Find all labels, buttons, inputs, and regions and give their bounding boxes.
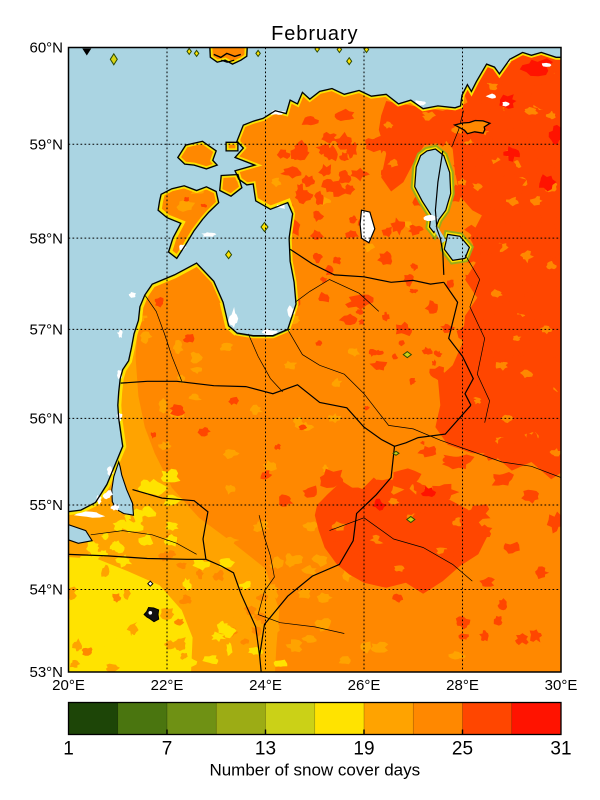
svg-text:February: February xyxy=(271,23,358,45)
svg-text:31: 31 xyxy=(550,739,571,760)
svg-text:24°E: 24°E xyxy=(249,677,282,694)
svg-text:53°N: 53°N xyxy=(29,664,63,681)
svg-text:30°E: 30°E xyxy=(545,677,578,694)
svg-text:54°N: 54°N xyxy=(29,582,63,599)
svg-text:25: 25 xyxy=(452,739,473,760)
svg-text:55°N: 55°N xyxy=(29,497,63,514)
svg-text:13: 13 xyxy=(255,739,276,760)
svg-text:28°E: 28°E xyxy=(446,677,479,694)
svg-text:57°N: 57°N xyxy=(29,322,63,339)
svg-text:59°N: 59°N xyxy=(29,136,63,153)
svg-text:20°E: 20°E xyxy=(52,677,85,694)
svg-text:26°E: 26°E xyxy=(348,677,381,694)
svg-text:Number of snow cover days: Number of snow cover days xyxy=(209,761,420,780)
svg-text:7: 7 xyxy=(162,739,173,760)
svg-text:1: 1 xyxy=(63,739,74,760)
svg-text:56°N: 56°N xyxy=(29,411,63,428)
svg-text:22°E: 22°E xyxy=(151,677,184,694)
svg-text:58°N: 58°N xyxy=(29,230,63,247)
svg-text:19: 19 xyxy=(353,739,374,760)
svg-text:60°N: 60°N xyxy=(29,40,63,57)
